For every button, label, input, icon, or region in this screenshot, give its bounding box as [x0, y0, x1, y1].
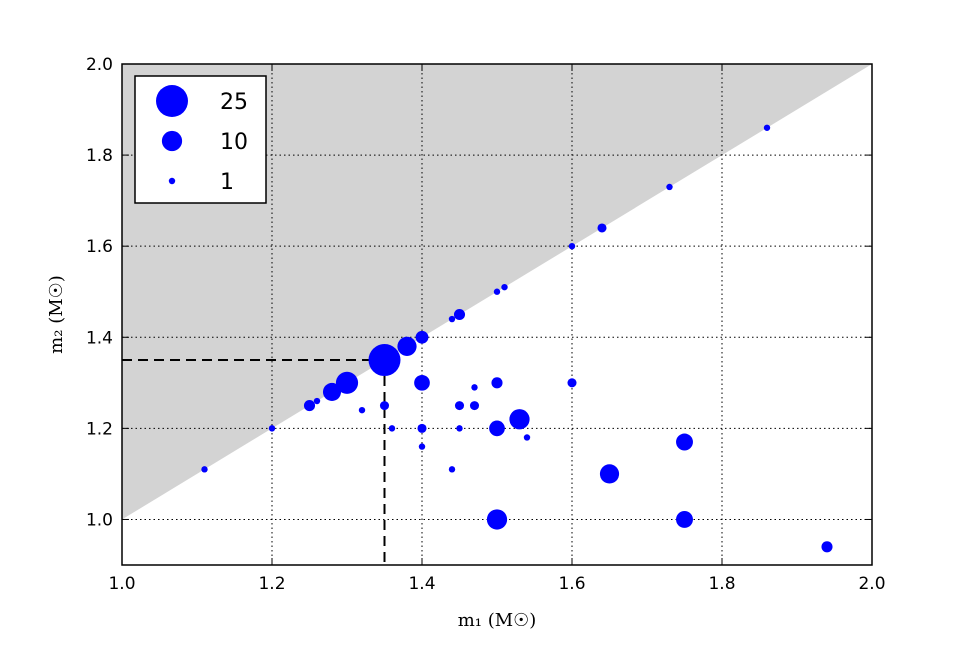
- x-axis-label: m₁ (M☉): [458, 610, 537, 631]
- y-tick-label: 2.0: [86, 55, 113, 75]
- x-tick-label: 1.4: [408, 574, 435, 594]
- data-point: [454, 401, 465, 411]
- x-tick-label: 1.8: [708, 574, 735, 594]
- data-point: [489, 420, 505, 437]
- y-axis-label: m₂ (M☉): [46, 275, 67, 354]
- y-tick-label: 1.8: [86, 146, 113, 166]
- legend-label: 10: [220, 130, 248, 155]
- data-point: [418, 443, 426, 450]
- x-tick-label: 2.0: [858, 574, 885, 594]
- data-point: [456, 425, 463, 432]
- y-tick-label: 1.6: [86, 237, 113, 257]
- data-point: [313, 397, 321, 405]
- legend-label: 25: [220, 90, 248, 115]
- data-point: [568, 242, 576, 250]
- data-point: [567, 378, 577, 388]
- data-point: [523, 434, 531, 441]
- legend-marker: [161, 130, 183, 152]
- data-point: [597, 223, 607, 233]
- data-point: [676, 433, 693, 451]
- data-point: [509, 409, 530, 430]
- data-point: [358, 406, 366, 414]
- data-point: [201, 466, 208, 473]
- legend-marker: [168, 177, 176, 185]
- data-point: [268, 425, 276, 432]
- data-point: [448, 466, 456, 473]
- data-point: [486, 509, 508, 530]
- data-point: [388, 425, 396, 432]
- y-tick-label: 1.4: [86, 328, 113, 348]
- legend-label: 1: [220, 170, 234, 195]
- legend-marker: [156, 85, 188, 117]
- data-point: [493, 288, 501, 295]
- data-point: [414, 374, 430, 391]
- data-point: [676, 510, 693, 528]
- x-tick-label: 1.6: [558, 574, 585, 594]
- data-point: [397, 336, 417, 356]
- data-point: [469, 401, 480, 411]
- data-point: [501, 283, 508, 291]
- data-point: [322, 382, 342, 401]
- data-point: [415, 330, 429, 344]
- data-point: [417, 423, 427, 433]
- data-point: [599, 464, 620, 484]
- data-point: [368, 344, 401, 377]
- data-point: [448, 315, 456, 323]
- data-point: [491, 377, 503, 389]
- data-point: [335, 371, 359, 394]
- data-point: [821, 541, 833, 553]
- data-point: [763, 124, 771, 131]
- plot-frame: [121, 63, 873, 566]
- x-tick-label: 1.2: [258, 574, 285, 594]
- x-tick-label: 1.0: [108, 574, 135, 594]
- data-point: [666, 183, 673, 191]
- data-point: [379, 401, 390, 411]
- data-point: [453, 308, 466, 321]
- data-point: [303, 400, 316, 412]
- y-tick-label: 1.0: [86, 510, 113, 530]
- y-tick-label: 1.2: [86, 419, 113, 439]
- data-point: [471, 384, 478, 391]
